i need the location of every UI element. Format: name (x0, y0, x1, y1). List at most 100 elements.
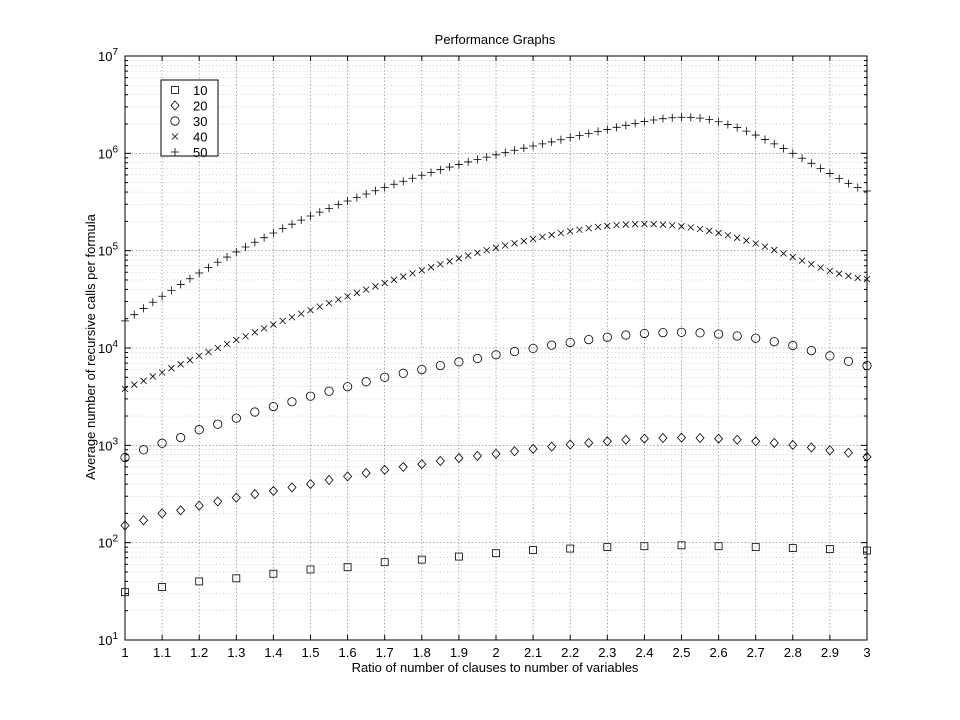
x-tick-label: 1.8 (413, 645, 431, 660)
data-point-30 (695, 328, 705, 338)
legend-label: 20 (193, 99, 207, 114)
data-point-30 (528, 343, 538, 354)
data-point-50 (760, 135, 769, 144)
data-point-40 (492, 244, 500, 252)
series-10 (121, 541, 871, 597)
data-point-50 (185, 274, 194, 283)
data-point-50 (677, 113, 686, 122)
data-point-20 (380, 464, 390, 475)
data-point-50 (733, 123, 742, 132)
legend-label: 50 (193, 145, 207, 160)
data-point-40 (650, 220, 657, 228)
data-point-40 (678, 223, 685, 230)
data-point-50 (658, 114, 667, 123)
data-point-10 (492, 549, 500, 558)
legend-marker-50 (171, 148, 179, 156)
data-point-50 (195, 268, 204, 277)
data-point-30 (713, 329, 724, 339)
data-point-40 (233, 336, 240, 344)
data-point-30 (862, 360, 872, 371)
data-point-50 (723, 120, 732, 129)
data-point-20 (343, 471, 353, 482)
y-tick-label: 106 (98, 144, 118, 161)
data-point-50 (343, 196, 352, 205)
data-point-20 (287, 482, 297, 493)
data-point-20 (361, 467, 371, 479)
data-point-50 (278, 224, 287, 233)
data-point-10 (788, 544, 797, 552)
data-point-50 (510, 146, 519, 155)
data-point-20 (547, 441, 557, 452)
data-point-20 (732, 434, 742, 445)
data-point-10 (306, 565, 315, 574)
data-point-20 (695, 432, 705, 444)
y-tick-label: 103 (98, 436, 118, 453)
data-point-10 (195, 577, 204, 586)
data-point-20 (676, 432, 687, 443)
data-point-30 (250, 407, 260, 417)
data-point-50 (714, 117, 723, 126)
data-point-40 (223, 340, 231, 348)
data-point-30 (565, 337, 575, 348)
series-50 (121, 113, 871, 325)
data-point-40 (641, 220, 648, 228)
data-point-40 (659, 221, 667, 228)
series-30 (120, 327, 872, 463)
x-tick-label: 2 (492, 645, 499, 660)
data-point-40 (121, 385, 129, 393)
data-point-40 (585, 224, 593, 232)
data-point-20 (621, 434, 631, 445)
data-point-30 (380, 372, 390, 382)
data-point-50 (621, 121, 630, 130)
data-point-30 (658, 327, 668, 338)
data-point-50 (798, 154, 807, 163)
data-point-40 (344, 292, 351, 300)
x-tick-label: 2.4 (635, 645, 653, 660)
data-point-40 (251, 329, 259, 336)
data-point-20 (472, 450, 482, 461)
data-point-20 (120, 520, 130, 531)
data-point-50 (158, 292, 167, 301)
x-axis-title: Ratio of number of clauses to number of … (352, 660, 639, 675)
data-point-30 (176, 433, 186, 443)
data-point-50 (334, 200, 343, 209)
data-point-20 (714, 433, 724, 444)
data-point-50 (269, 228, 278, 237)
data-point-50 (454, 160, 463, 169)
data-point-40 (474, 249, 481, 257)
data-point-40 (715, 229, 722, 237)
data-point-50 (686, 113, 695, 122)
data-point-20 (806, 442, 816, 453)
data-point-50 (287, 220, 296, 229)
data-point-40 (520, 237, 528, 245)
data-point-30 (472, 353, 483, 364)
data-point-20 (769, 437, 779, 448)
x-tick-label: 2.3 (598, 645, 616, 660)
data-series (120, 113, 872, 597)
data-point-30 (398, 368, 408, 378)
data-point-40 (270, 321, 277, 328)
legend-label: 40 (193, 130, 207, 145)
data-point-40 (743, 237, 750, 244)
data-point-40 (808, 260, 815, 268)
data-point-20 (139, 515, 149, 526)
data-point-20 (435, 455, 445, 467)
data-point-50 (844, 179, 853, 188)
data-point-50 (260, 233, 269, 242)
data-point-50 (241, 243, 250, 252)
data-point-40 (186, 356, 194, 364)
x-tick-label: 2.5 (672, 645, 690, 660)
data-point-20 (324, 474, 334, 486)
y-axis-title: Average number of recursive calls per fo… (83, 213, 98, 479)
data-point-20 (862, 451, 872, 463)
data-point-30 (788, 340, 798, 351)
data-point-40 (845, 272, 852, 280)
data-point-50 (835, 174, 844, 183)
data-point-40 (390, 276, 398, 284)
data-point-20 (231, 492, 241, 503)
data-point-30 (769, 337, 779, 347)
y-tick-label: 101 (98, 631, 118, 648)
data-point-50 (389, 180, 398, 189)
data-point-50 (640, 117, 649, 126)
